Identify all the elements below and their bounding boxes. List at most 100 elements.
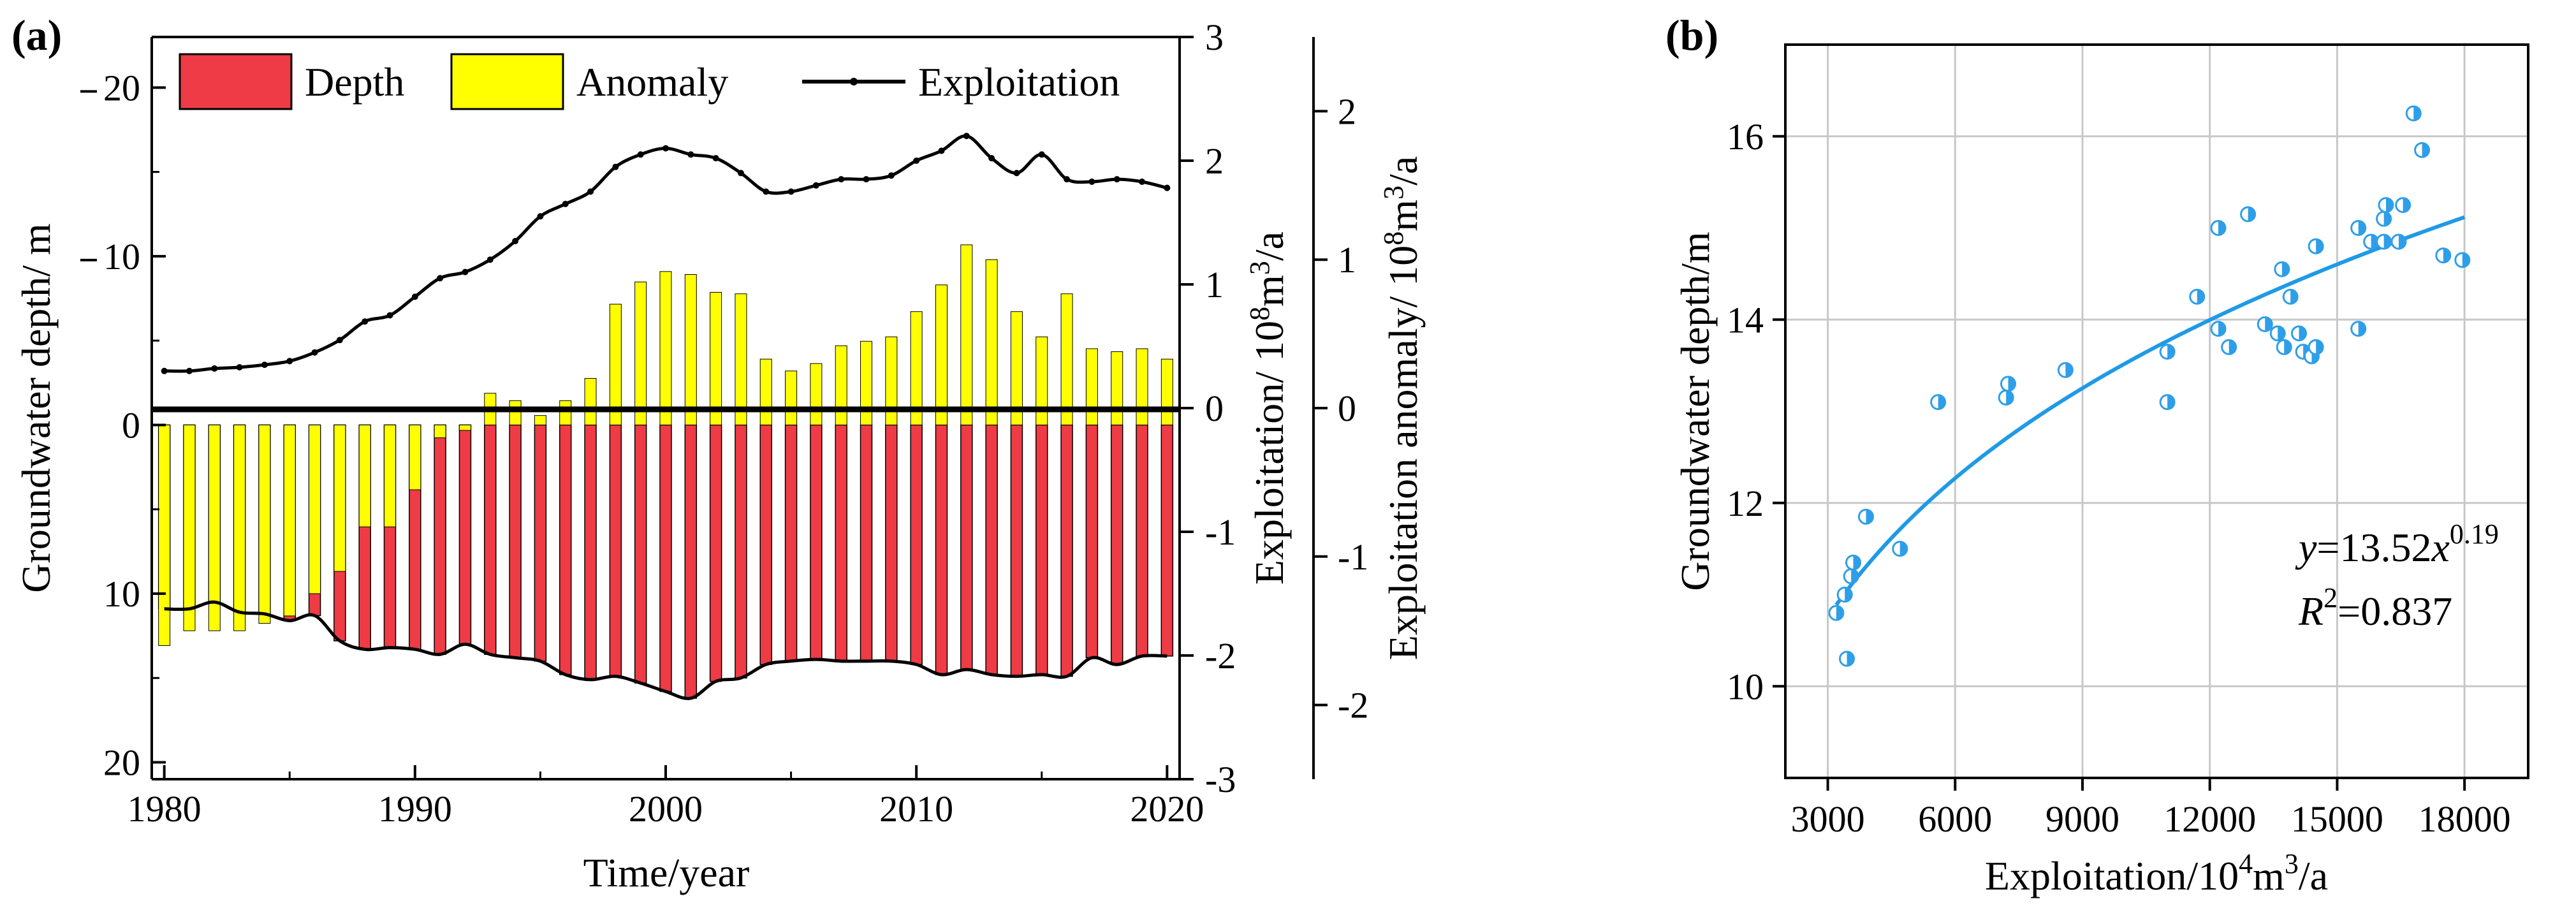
b-y-axis-title: Groundwater depth/m [1672, 231, 1718, 590]
anomaly-bar [559, 400, 572, 425]
b-scatter-point-fill [2248, 207, 2255, 221]
exploitation-point [763, 188, 770, 195]
b-scatter-point-fill [2316, 239, 2324, 254]
exploitation-point [938, 147, 945, 154]
b-scatter-point-fill [2167, 344, 2175, 359]
anomaly-bar [1160, 358, 1173, 425]
legend-depth-swatch [179, 53, 293, 110]
exploitation-point [336, 337, 343, 344]
depth-bar [434, 424, 446, 655]
exploitation-point [562, 200, 569, 207]
exploitation-point [712, 155, 719, 162]
anomaly-bar [358, 424, 371, 527]
b-fit-curve [1834, 215, 2466, 606]
b-grid-group [1785, 45, 2528, 778]
b-scatter-point-fill [2383, 235, 2391, 249]
exploitation-point [1013, 170, 1020, 177]
anomaly-bar [158, 424, 171, 646]
anomaly-bar [634, 281, 647, 425]
b-y-tick-label: 14 [1727, 299, 1764, 340]
anomaly-bar [810, 363, 823, 425]
b-y-tick-label: 16 [1727, 116, 1764, 157]
exploitation-point [787, 188, 794, 195]
a-y-left-tick-label: 10 [103, 236, 140, 277]
anomaly-bar [835, 345, 847, 425]
b-scatter-point-fill [2299, 326, 2306, 340]
anomaly-bar [208, 424, 221, 631]
a-y-axis-title-left: Groundwater depth/ m [13, 223, 59, 592]
a-x-axis-title: Time/year [583, 850, 750, 895]
depth-bar [709, 424, 722, 682]
depth-bar [534, 424, 547, 662]
b-scatter-point-fill [1853, 555, 1861, 570]
a-y-right-inner-tick-label: -2 [1205, 635, 1236, 677]
panel-b-label: (b) [1665, 11, 1718, 59]
anomaly-bar [183, 424, 196, 631]
a-y-left-tick-label: 10 [103, 573, 140, 615]
exploitation-point [537, 213, 544, 220]
exploitation-point [662, 145, 669, 152]
panel-b: (b) 3000 6000 9000 12000 15000 1800010121416 … [1665, 11, 2529, 898]
anomaly-bar [985, 259, 998, 425]
anomaly-bar [384, 424, 397, 527]
exploitation-point [1113, 176, 1120, 183]
b-x-tick-label: 18000 [2419, 798, 2511, 840]
anomaly-bar [710, 291, 722, 425]
a-x-tick-label: 2000 [629, 788, 703, 830]
b-scatter-point-fill [2284, 340, 2292, 355]
b-scatter-point-fill [2316, 340, 2324, 355]
a-y-right-outer-tick-label: 2 [1338, 91, 1356, 132]
depth-bar [1036, 424, 1048, 675]
anomaly-bar [960, 244, 973, 425]
b-scatter-point-fill [2358, 221, 2366, 235]
exploitation-point [437, 275, 444, 282]
b-scatter-point-fill [1836, 606, 1843, 620]
anomaly-bar [935, 284, 948, 425]
anomaly-bar [258, 424, 271, 624]
b-scatter-point-fill [2167, 395, 2175, 409]
panel-a-label: (a) [11, 11, 62, 59]
depth-bar [634, 424, 647, 684]
anomaly-bar [233, 424, 246, 631]
exploitation-point [386, 312, 393, 319]
depth-bar [784, 424, 798, 662]
exploitation-point [687, 151, 694, 158]
a-bars-group [157, 244, 1174, 699]
exploitation-point [1164, 184, 1171, 191]
a-y-right-outer-tick-label: -1 [1338, 536, 1368, 578]
anomaly-bar [759, 358, 772, 425]
anomaly-bar [1060, 293, 1073, 425]
b-scatter-point-fill [2422, 143, 2429, 157]
b-scatter-point-fill [2403, 198, 2410, 212]
exploitation-point [211, 365, 218, 372]
anomaly-bar [1136, 348, 1148, 425]
a-y-right-outer-tick-label: 1 [1338, 239, 1356, 281]
a-y-right-inner-tick-label: 3 [1205, 17, 1224, 58]
a-x-tick-label: 2010 [879, 788, 953, 830]
anomaly-bar [283, 424, 296, 617]
b-x-tick-label: 9000 [2045, 798, 2119, 840]
depth-bar [458, 424, 472, 645]
anomaly-bar [458, 424, 471, 431]
a-y-right-inner-tick-label: 0 [1205, 388, 1224, 429]
a-y-right-outer-tick-label: 0 [1338, 388, 1356, 429]
depth-bar [609, 424, 622, 677]
a-y-left-tick-label: 0 [122, 404, 140, 446]
b-scatter-point-fill [2462, 253, 2470, 267]
anomaly-bar [1010, 311, 1023, 425]
exploitation-point [838, 176, 845, 183]
depth-bar [935, 424, 948, 675]
b-ticks-group: 3000 6000 9000 12000 15000 18000 10 12 14 16 [1727, 116, 2511, 840]
a-legend: Depth Anomaly Exploitation [179, 53, 1120, 110]
b-x-tick-label: 3000 [1791, 798, 1865, 840]
exploitation-point [186, 367, 193, 374]
b-y-tick-label: 10 [1727, 666, 1764, 707]
anomaly-bar [509, 400, 522, 425]
exploitation-point [863, 176, 870, 183]
depth-bar [1136, 424, 1148, 657]
b-plot-frame [1784, 43, 2529, 779]
b-scatter-point-fill [1851, 569, 1859, 583]
anomaly-bar [1111, 351, 1123, 425]
